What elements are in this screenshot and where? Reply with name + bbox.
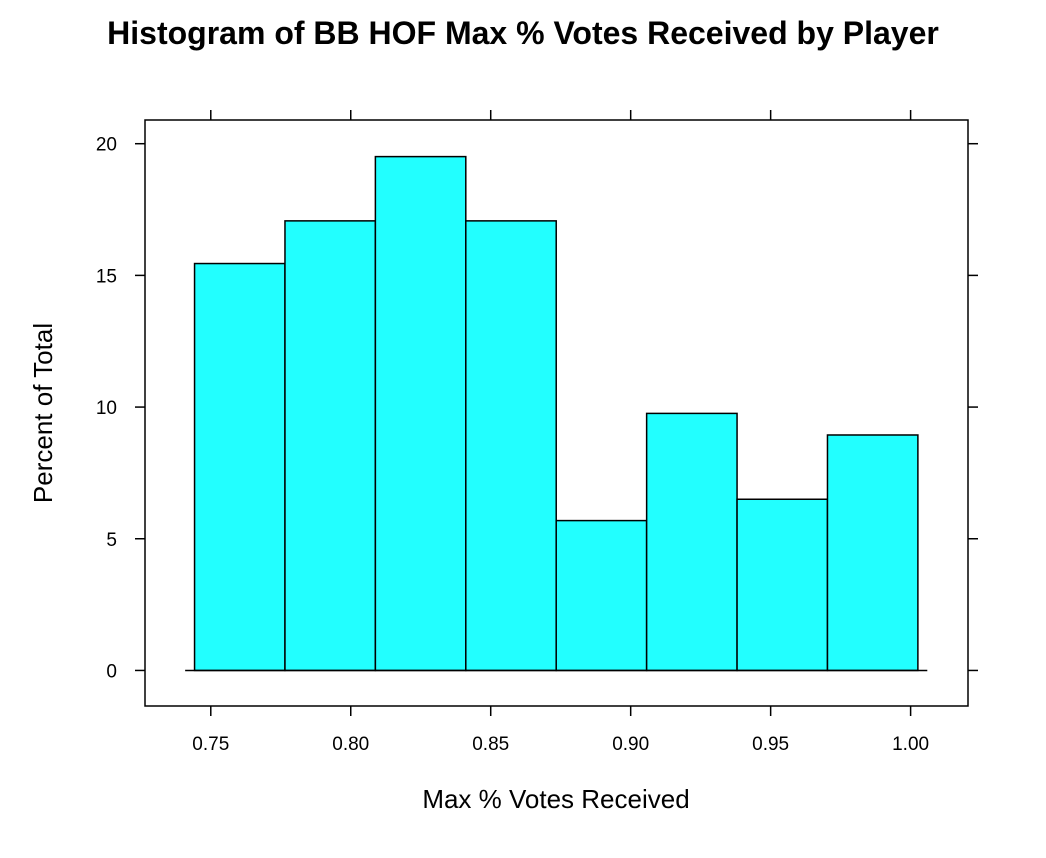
- chart-title: Histogram of BB HOF Max % Votes Received…: [107, 15, 939, 51]
- histogram-bar: [193, 262, 286, 672]
- y-tick-label: 10: [96, 398, 117, 419]
- x-tick-label: 0.85: [472, 734, 509, 755]
- x-tick-label: 0.95: [752, 734, 789, 755]
- x-tick-label: 0.90: [612, 734, 649, 755]
- histogram-bar: [465, 220, 557, 672]
- histogram-bar: [284, 220, 377, 672]
- y-axis: 0 5 10 15 20: [96, 135, 978, 682]
- x-tick-label: 1.00: [892, 734, 929, 755]
- histogram-bar: [374, 155, 467, 672]
- x-tick-label: 0.75: [192, 734, 229, 755]
- y-axis-label: Percent of Total: [28, 323, 58, 503]
- y-tick-label: 15: [96, 266, 117, 287]
- histogram-bar: [826, 434, 919, 672]
- x-axis-label: Max % Votes Received: [422, 784, 689, 814]
- x-tick-label: 0.80: [332, 734, 369, 755]
- histogram-bar: [645, 412, 738, 672]
- y-tick-label: 5: [106, 530, 117, 551]
- histogram-bar: [736, 498, 829, 672]
- y-tick-label: 0: [106, 661, 117, 682]
- y-tick-label: 20: [96, 135, 117, 156]
- bars-group: [193, 155, 919, 672]
- histogram-bar: [555, 519, 648, 672]
- plot-frame: [144, 119, 969, 707]
- x-axis: 0.75 0.80 0.85 0.90 0.95 1.00: [192, 110, 929, 755]
